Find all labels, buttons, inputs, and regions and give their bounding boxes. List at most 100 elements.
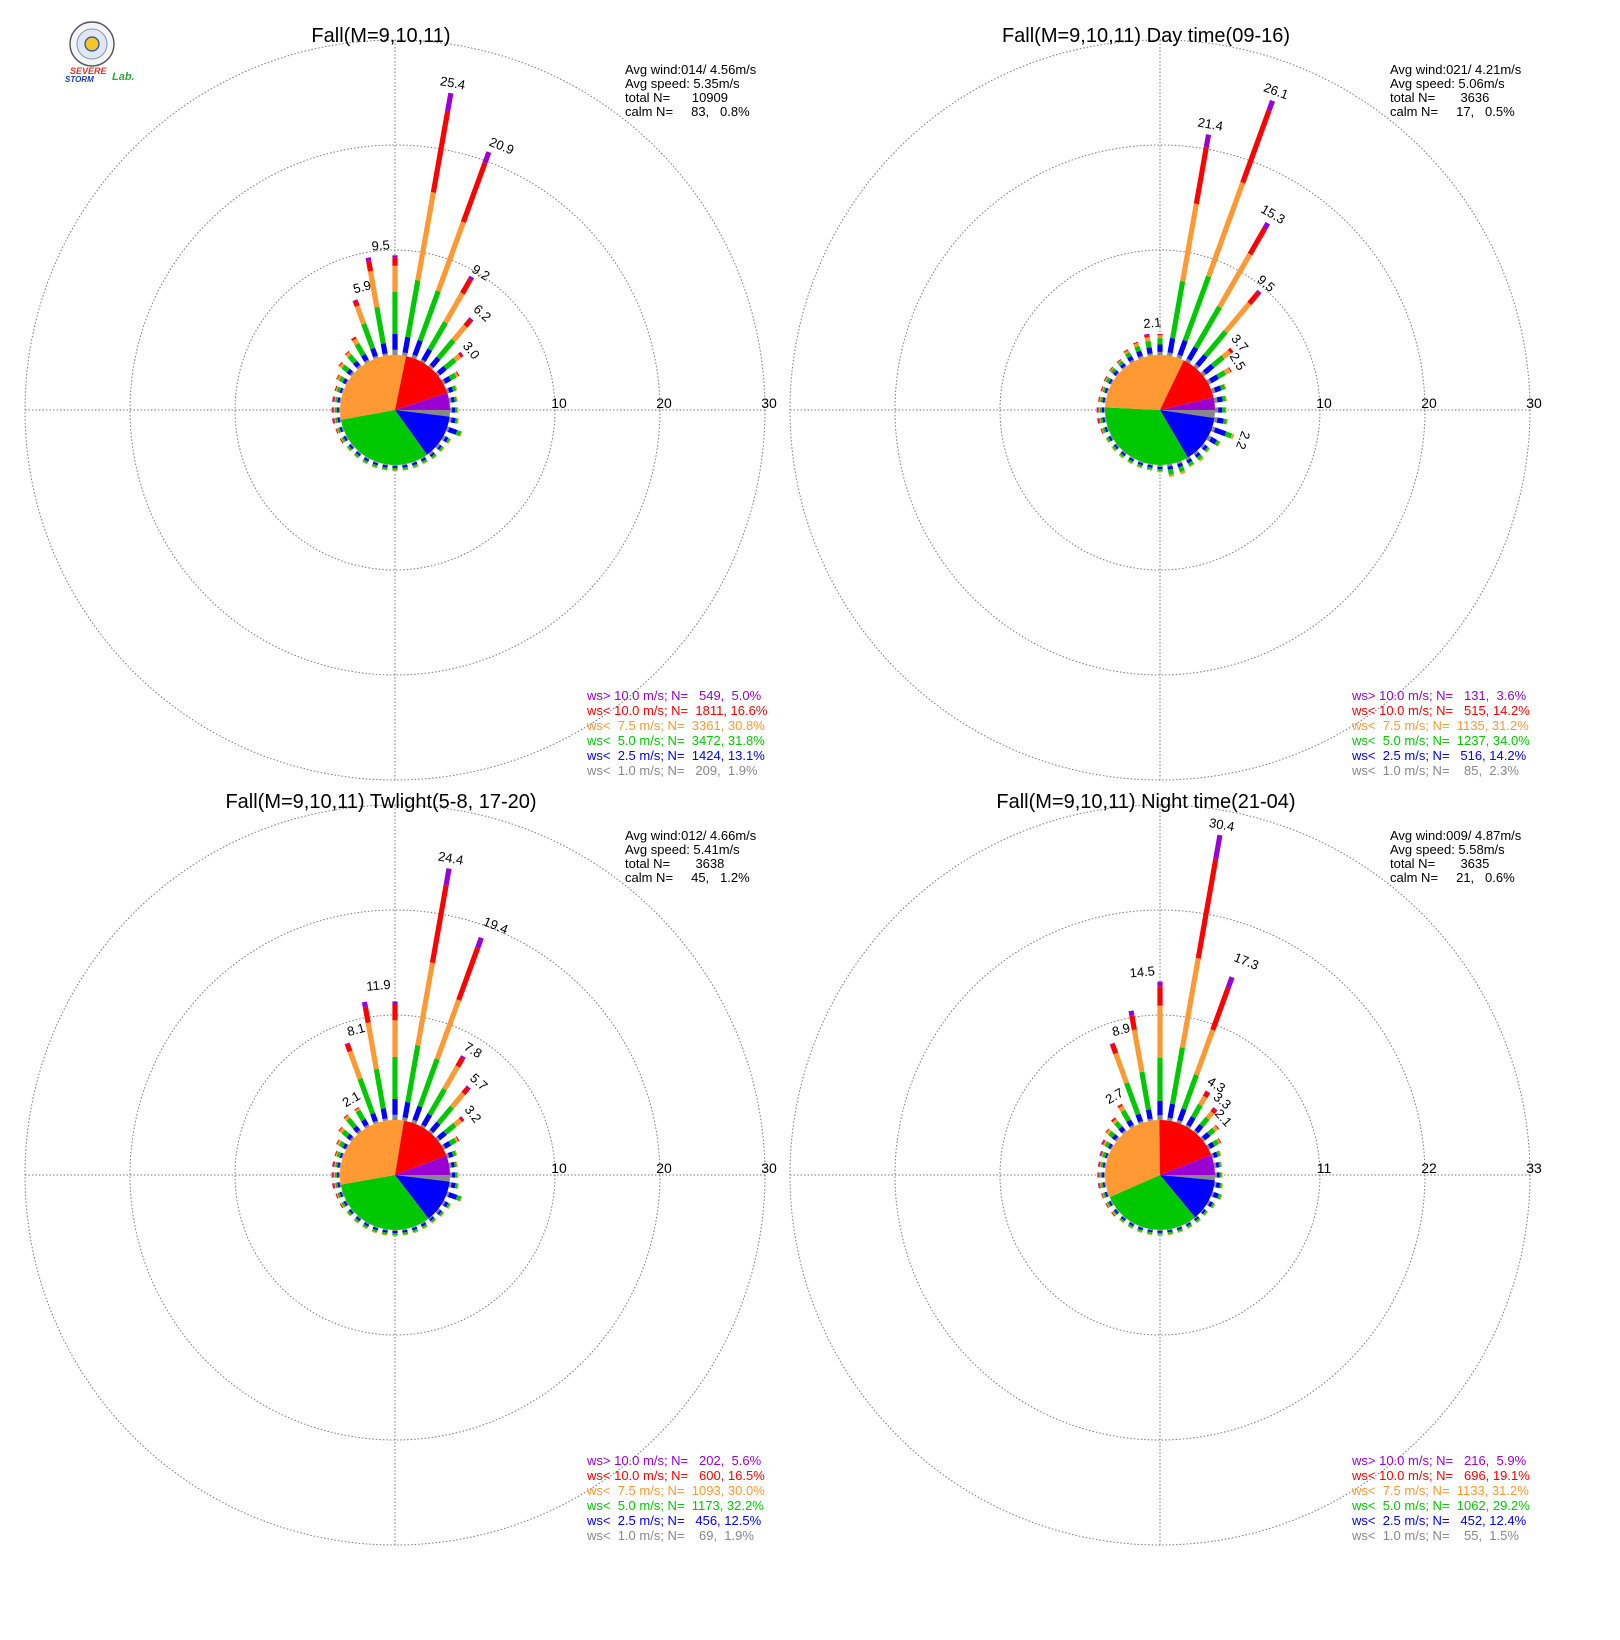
windrose-bar-segment-gt10 xyxy=(1109,1042,1115,1046)
windrose-bar-segment-lt7_5 xyxy=(1131,1029,1145,1073)
windrose-bar-segment-lt10 xyxy=(1100,386,1104,392)
windrose-bar-segment-lt2_5 xyxy=(370,347,378,358)
windrose-bar-segment-lt7_5 xyxy=(365,1022,379,1070)
windrose-bar-segment-lt10 xyxy=(1098,1161,1101,1167)
windrose-bar-segment-gt10 xyxy=(482,151,492,164)
legend-entry: ws< 5.0 m/s; N= 1173, 32.2% xyxy=(586,1498,764,1513)
windrose-bar-segment-lt7_5 xyxy=(1099,1161,1102,1168)
windrose-bar-segment-lt5 xyxy=(1191,1103,1203,1119)
windrose-bar-segment-lt7_5 xyxy=(413,465,419,469)
bar-value-label: 2.1 xyxy=(340,1088,363,1110)
windrose-bar-segment-lt10 xyxy=(343,1114,349,1119)
windrose-bar-segment-lt1 xyxy=(435,371,441,377)
windrose-bar-segment-lt1 xyxy=(392,1114,398,1120)
legend-entry: ws< 1.0 m/s; N= 209, 1.9% xyxy=(586,763,758,778)
windrose-bar-segment-lt7_5 xyxy=(1104,376,1109,382)
windrose-bar-segment-lt2_5 xyxy=(1213,385,1222,393)
windrose-panel-4: 11 22 332.78.914.530.417.34.33.32.1Fall(M=… xyxy=(789,791,1542,1546)
windrose-bar-segment-lt7_5 xyxy=(1136,465,1142,469)
speed-pie-slice-lt7_5 xyxy=(340,354,407,420)
windrose-bar-segment-lt7_5 xyxy=(1101,1151,1104,1157)
ring-label: 33 xyxy=(1526,1160,1542,1176)
windrose-bar-segment-lt1 xyxy=(1129,359,1135,364)
windrose-bar-segment-lt7_5 xyxy=(457,407,459,413)
windrose-bar-segment-lt2_5 xyxy=(392,1099,398,1115)
windrose-bar-segment-lt7_5 xyxy=(413,1230,419,1234)
windrose-bar-segment-lt10 xyxy=(429,884,449,964)
windrose-bar-segment-lt10 xyxy=(333,1183,336,1189)
windrose-bar-segment-lt2_5 xyxy=(450,1182,456,1189)
windrose-bar-segment-lt10 xyxy=(460,278,473,295)
windrose-bar-segment-lt5 xyxy=(1177,1228,1183,1233)
windrose-bar-segment-lt7_5 xyxy=(336,428,340,434)
windrose-bar-segment-lt1 xyxy=(1167,352,1173,357)
windrose-bar-segment-lt5 xyxy=(402,466,408,470)
windrose-bar-segment-lt5 xyxy=(1202,1210,1208,1216)
windrose-bar-segment-lt2_5 xyxy=(1216,1172,1220,1178)
legend-entry: ws< 2.5 m/s; N= 1424, 13.1% xyxy=(586,748,765,763)
windrose-bar-segment-lt1 xyxy=(1104,1172,1105,1178)
windrose-bar-segment-lt7_5 xyxy=(1178,1230,1184,1233)
windrose-bar-segment-lt5 xyxy=(1134,345,1142,353)
windrose-bar-segment-lt5 xyxy=(1223,418,1227,425)
windrose-bar-segment-lt2_5 xyxy=(450,397,455,403)
windrose-bar-segment-lt5 xyxy=(334,407,337,413)
windrose-bar-segment-lt10 xyxy=(333,418,336,424)
windrose-bar-segment-lt2_5 xyxy=(1201,1209,1206,1215)
windrose-bar-segment-lt1 xyxy=(373,1225,379,1229)
windrose-bar-segment-lt1 xyxy=(1110,435,1114,441)
windrose-bar-segment-lt2_5 xyxy=(1137,1226,1144,1231)
windrose-bar-segment-lt2_5 xyxy=(447,427,458,435)
windrose-bar-segment-lt1 xyxy=(435,443,441,449)
ring-label: 10 xyxy=(551,395,567,411)
ring-label: 11 xyxy=(1317,1160,1332,1176)
windrose-bar-segment-lt2_5 xyxy=(1120,363,1126,369)
windrose-bar-segment-lt1 xyxy=(1200,370,1207,377)
windrose-bar-segment-lt2_5 xyxy=(372,1226,379,1231)
windrose-bar-segment-lt2_5 xyxy=(337,417,341,423)
windrose-bar-segment-lt2_5 xyxy=(1136,350,1143,358)
windrose-bar-segment-lt2_5 xyxy=(1113,444,1119,450)
legend-entry: ws< 7.5 m/s; N= 1135, 31.2% xyxy=(1351,718,1529,733)
windrose-bar-segment-lt1 xyxy=(450,407,453,413)
legend-entry: ws< 1.0 m/s; N= 55, 1.5% xyxy=(1351,1528,1519,1543)
windrose-bar-segment-lt1 xyxy=(411,1225,417,1229)
windrose-bar-segment-lt2_5 xyxy=(392,466,398,469)
windrose-bar-segment-lt7_5 xyxy=(337,375,342,381)
legend-entry: ws< 7.5 m/s; N= 1133, 31.2% xyxy=(1351,1483,1529,1498)
windrose-bar-segment-lt5 xyxy=(392,468,398,471)
windrose-bar-segment-lt2_5 xyxy=(1147,464,1153,468)
windrose-bar-segment-lt1 xyxy=(1138,460,1144,464)
windrose-bar-segment-lt5 xyxy=(336,1151,342,1158)
windrose-bar-segment-gt10 xyxy=(365,257,372,262)
windrose-bar-segment-lt1 xyxy=(392,1230,398,1231)
windrose-bar-segment-lt2_5 xyxy=(1128,1222,1135,1227)
windrose-bar-segment-lt7_5 xyxy=(334,396,337,403)
windrose-bar-segment-gt10 xyxy=(1205,1090,1211,1094)
windrose-bar-segment-lt1 xyxy=(382,1228,388,1231)
windrose-bar-segment-lt10 xyxy=(362,1006,371,1024)
windrose-bar-segment-lt5 xyxy=(354,342,366,357)
windrose-bar-segment-lt5 xyxy=(373,1068,386,1109)
windrose-bar-segment-lt5 xyxy=(1120,1109,1131,1123)
windrose-bar-segment-gt10 xyxy=(331,407,333,413)
windrose-bar-segment-lt2_5 xyxy=(1114,1209,1119,1215)
windrose-bar-segment-gt10 xyxy=(332,418,334,424)
windrose-bar-segment-lt5 xyxy=(338,376,345,383)
windrose-bar-segment-lt10 xyxy=(1133,341,1139,345)
windrose-bar-segment-lt10 xyxy=(334,1150,338,1157)
windrose-bar-segment-lt5 xyxy=(1167,468,1174,475)
windrose-bar-segment-lt7_5 xyxy=(1167,1233,1174,1236)
windrose-bar-segment-lt5 xyxy=(1178,465,1185,473)
windrose-bar-segment-lt2_5 xyxy=(429,452,435,457)
windrose-bar-segment-lt2_5 xyxy=(1128,457,1135,462)
stat-avg-wind: Avg wind:014/ 4.56m/s xyxy=(625,62,757,77)
windrose-bar-segment-lt2_5 xyxy=(1146,347,1153,355)
windrose-bar-segment-lt2_5 xyxy=(1215,1182,1221,1189)
windrose-bar-segment-lt2_5 xyxy=(337,397,341,403)
windrose-bar-segment-lt5 xyxy=(1112,445,1118,451)
windrose-bar-segment-lt7_5 xyxy=(333,407,335,413)
windrose-bar-segment-lt2_5 xyxy=(437,444,442,450)
windrose-bar-segment-lt1 xyxy=(428,1215,433,1220)
stat-total: total N= 3636 xyxy=(1390,90,1489,105)
